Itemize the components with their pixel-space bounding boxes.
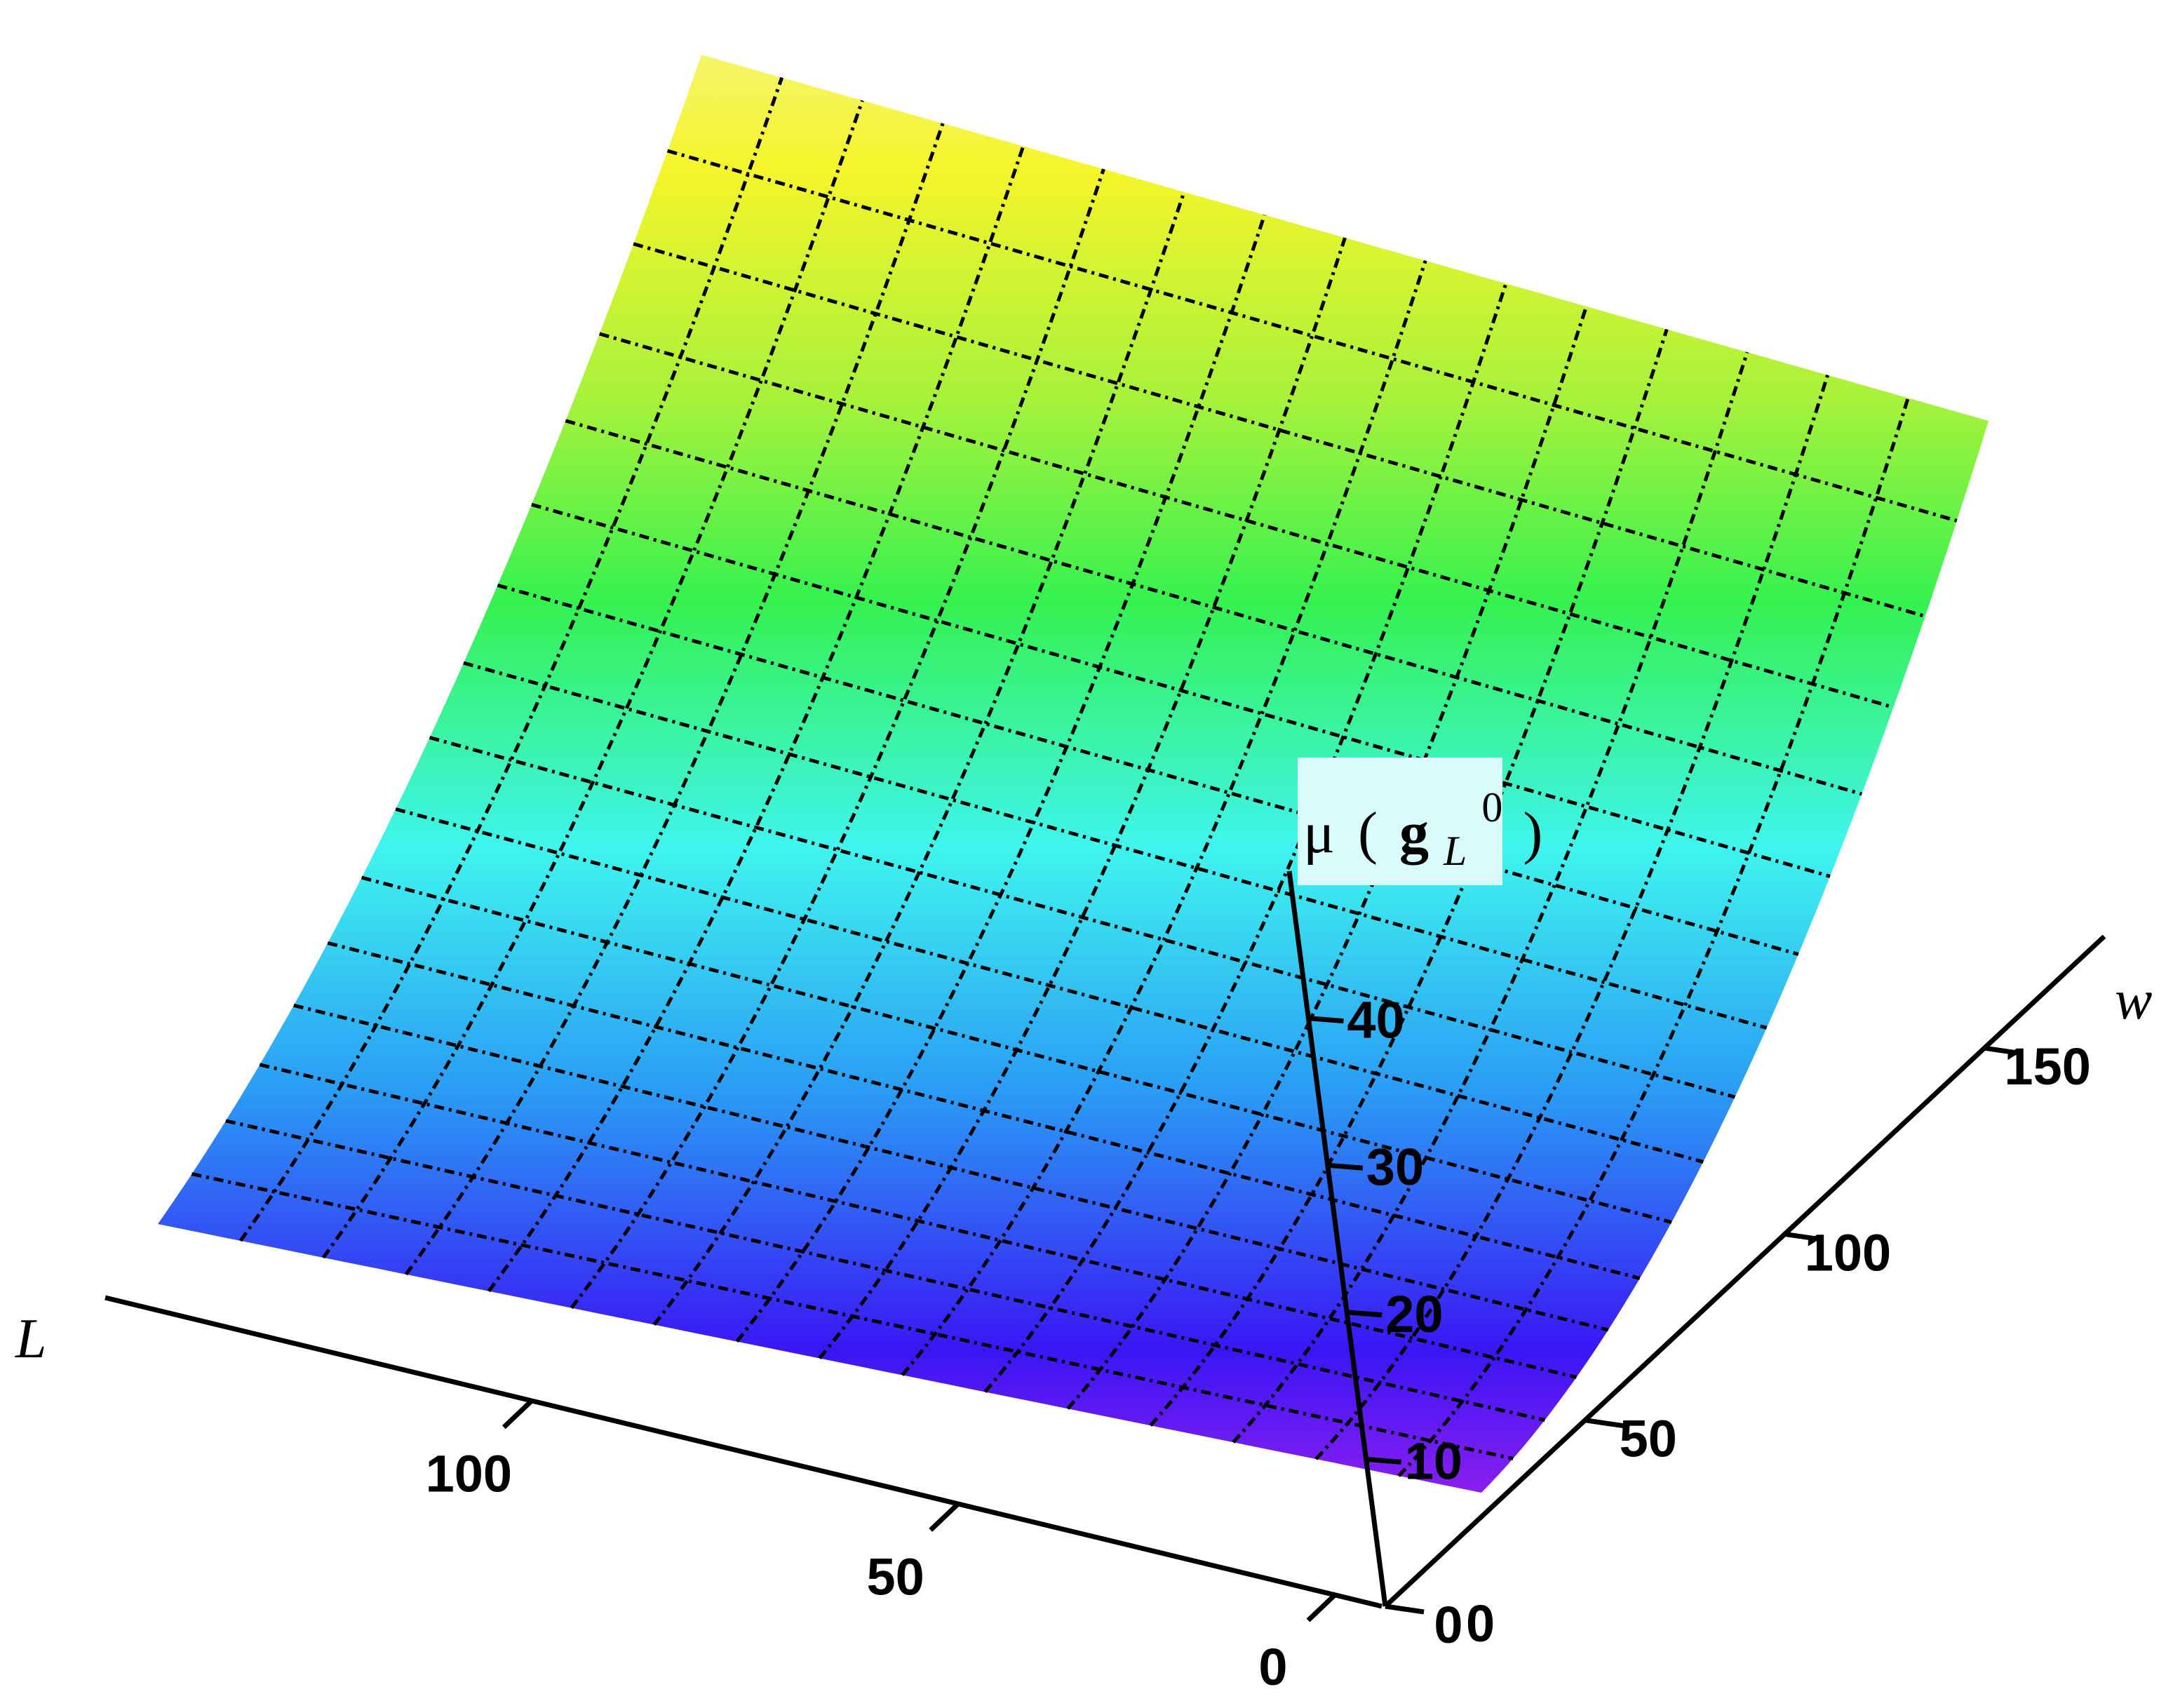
- z-label-g: g: [1399, 800, 1429, 866]
- mesh-line: [1314, 375, 1829, 1460]
- z-label-close: ): [1523, 800, 1542, 866]
- surface-mesh: [191, 76, 1958, 1477]
- l-axis-title: L: [15, 1308, 47, 1370]
- l-axis-tick: [1306, 1592, 1338, 1622]
- mu-axis-tick-label: 10: [1405, 1432, 1462, 1490]
- mesh-line: [487, 145, 1025, 1293]
- surface: [158, 55, 1989, 1493]
- w-axis-title: w: [2115, 969, 2152, 1031]
- axis-ticks: 0 50 100 0 50 100 150 10 20 30 40: [426, 991, 2091, 1696]
- mesh-line: [1066, 306, 1588, 1410]
- w-axis-tick: [1784, 1231, 1824, 1242]
- z-label-sup: 0: [1481, 784, 1502, 831]
- w-axis-tick-label: 0: [1434, 1596, 1462, 1654]
- l-axis-tick-label: 50: [867, 1547, 924, 1606]
- w-axis-tick-label: 150: [2004, 1037, 2090, 1096]
- mesh-line: [497, 583, 1799, 956]
- w-axis-tick-label: 50: [1620, 1410, 1677, 1468]
- mu-axis-tick: [1327, 1162, 1364, 1171]
- mesh-line: [321, 100, 864, 1259]
- mesh-line: [259, 1063, 1577, 1379]
- mesh-line: [565, 419, 1862, 796]
- z-label-mu: μ: [1303, 800, 1335, 866]
- svg-text:μ ( g L: μ ( g L 0 ): [1303, 769, 1542, 878]
- mesh-line: [463, 661, 1768, 1030]
- mu-axis-tick-label: 40: [1347, 991, 1404, 1049]
- l-axis-line: [105, 1295, 1382, 1609]
- w-axis-tick: [1585, 1418, 1624, 1429]
- mesh-line: [901, 260, 1427, 1376]
- mu-axis-tick: [1366, 1456, 1401, 1465]
- mu-axis-tick: [1308, 1016, 1344, 1024]
- z-label-open: (: [1358, 800, 1378, 866]
- w-axis-tick: [1984, 1045, 2024, 1056]
- l-axis-tick-label: 0: [1258, 1638, 1287, 1696]
- l-axis-tick: [929, 1501, 961, 1532]
- w-axis-tick-label: 100: [1805, 1223, 1891, 1282]
- z-axis-title-background: [1298, 758, 1502, 885]
- mesh-line: [225, 1119, 1545, 1422]
- mesh-line: [599, 332, 1895, 709]
- mesh-line: [238, 76, 784, 1242]
- mu-axis-tick: [1346, 1310, 1382, 1318]
- mesh-line: [531, 502, 1831, 878]
- l-axis-tick-label: 100: [426, 1445, 512, 1503]
- mesh-line: [429, 736, 1736, 1099]
- mesh-line: [1149, 328, 1669, 1427]
- mu-axis-tick-label: 30: [1366, 1138, 1424, 1196]
- mesh-line: [1232, 351, 1749, 1444]
- mesh-line: [570, 168, 1105, 1310]
- origin-label: 0: [1466, 1594, 1495, 1653]
- z-label-sub: L: [1443, 828, 1467, 874]
- l-axis-tick: [502, 1399, 534, 1430]
- w-axis-tick: [1385, 1603, 1425, 1615]
- mesh-line: [652, 191, 1186, 1326]
- z-axis-title: μ ( g L 0 ): [1298, 758, 1542, 885]
- mesh-line: [395, 807, 1704, 1164]
- mu-axis-tick-label: 20: [1385, 1285, 1443, 1343]
- mesh-line: [1397, 397, 1910, 1477]
- z-axis-line: [1286, 870, 1388, 1607]
